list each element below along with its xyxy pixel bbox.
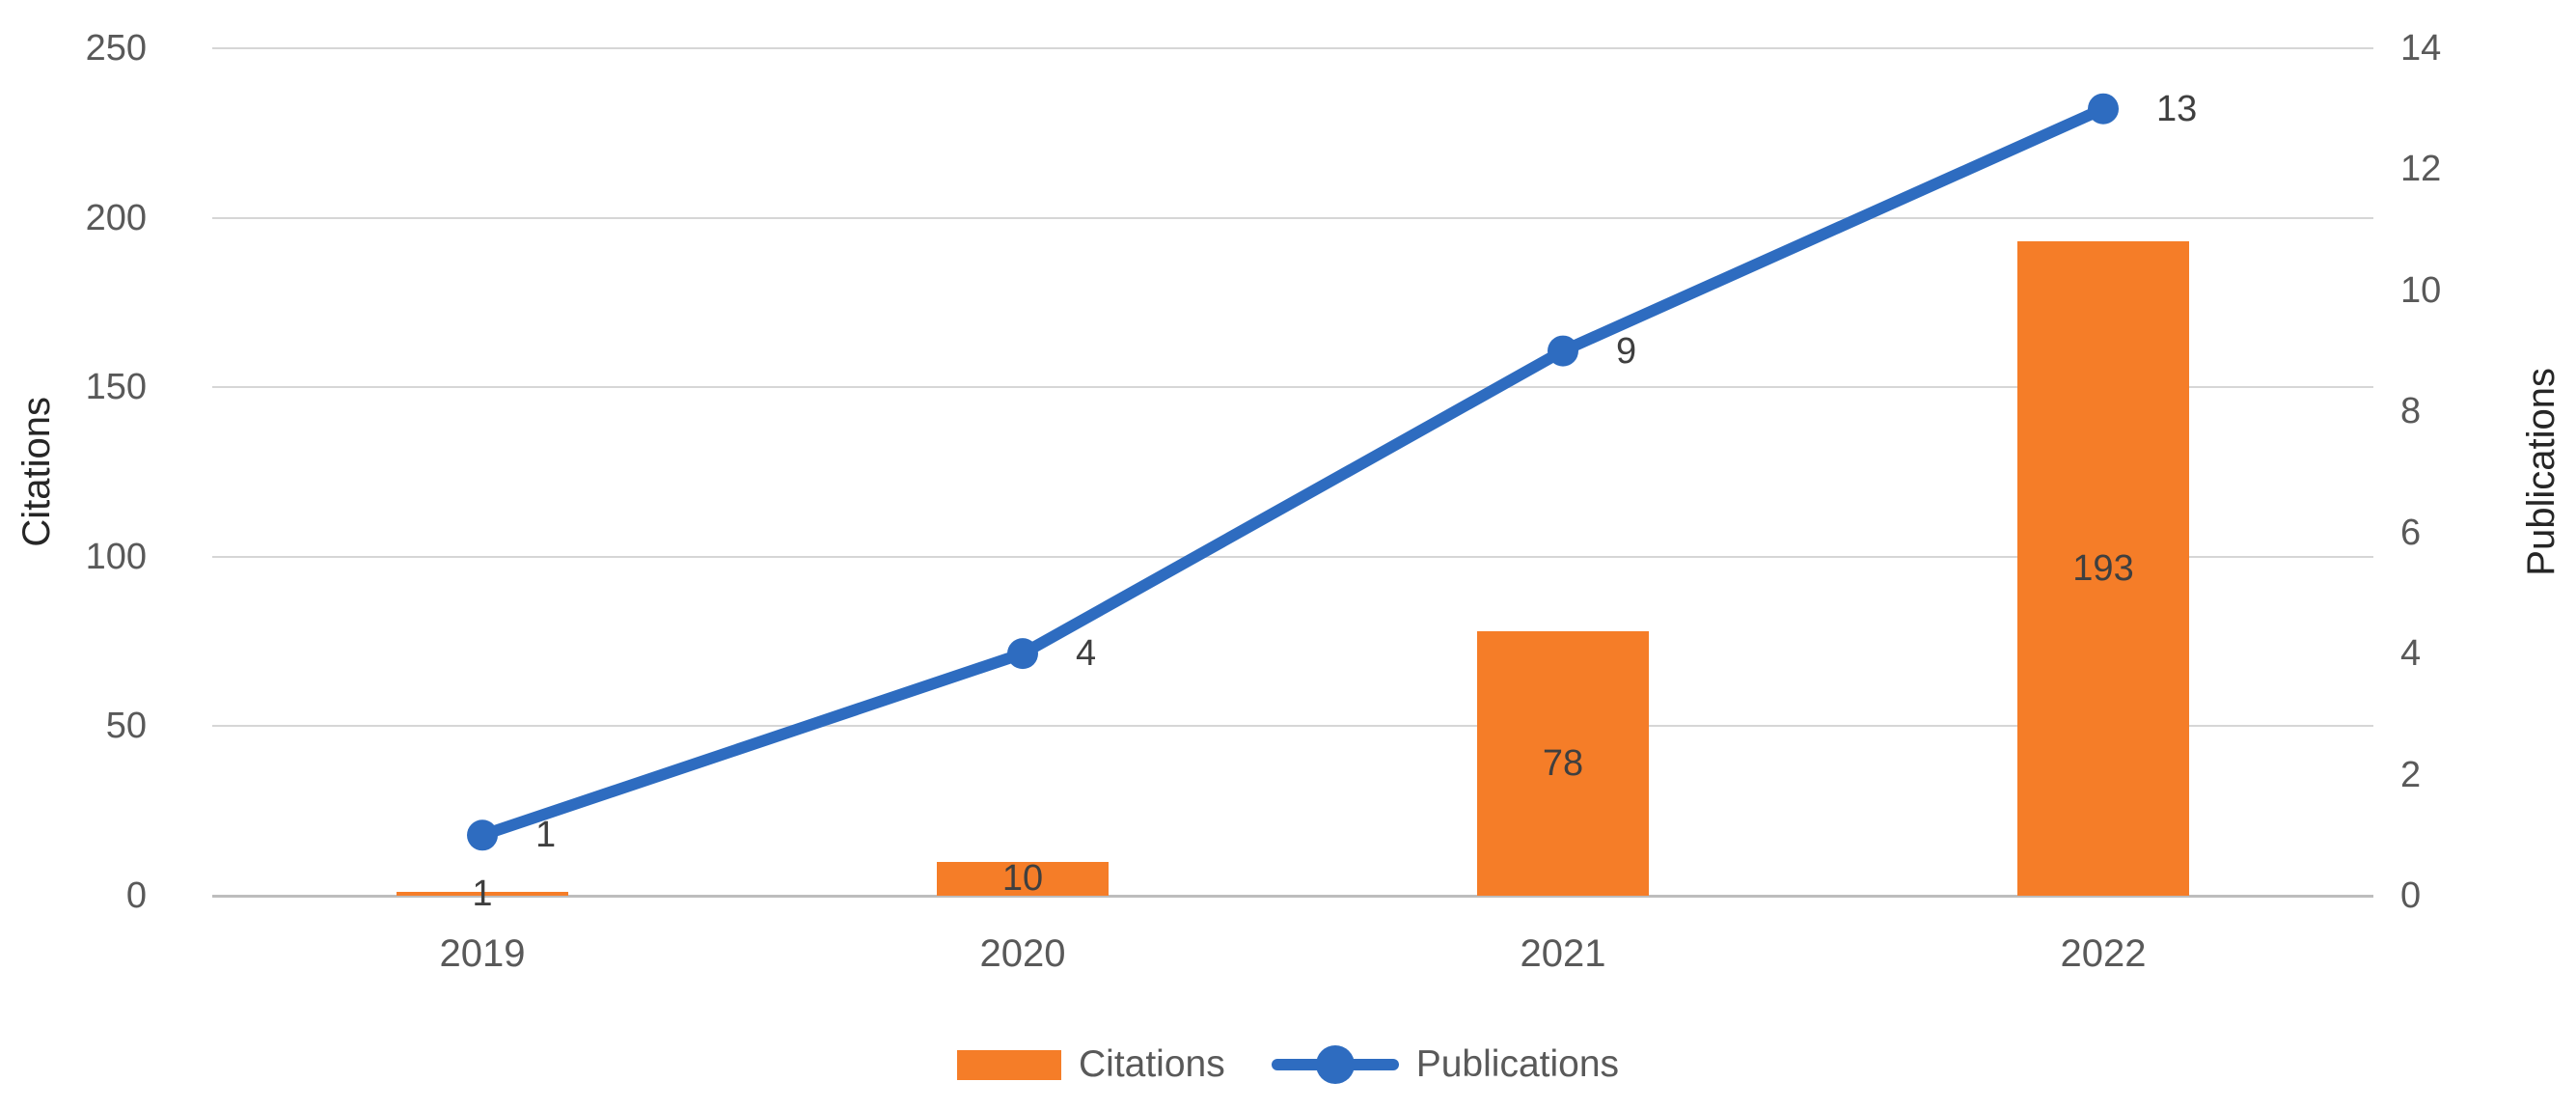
x-axis-line bbox=[212, 895, 2373, 898]
left-axis-tick-label: 200 bbox=[85, 197, 147, 238]
left-axis-tick-label: 50 bbox=[105, 706, 147, 747]
x-axis-tick-label: 2019 bbox=[439, 932, 526, 975]
citations-value-label: 1 bbox=[472, 874, 493, 915]
publications-line bbox=[477, 102, 2109, 842]
right-axis-tick-label: 14 bbox=[2400, 28, 2442, 69]
right-axis-tick-label: 12 bbox=[2400, 149, 2442, 190]
legend-label-publications: Publications bbox=[1415, 1043, 1620, 1085]
citations-bar bbox=[1477, 631, 1649, 896]
publications-value-label: 4 bbox=[1076, 633, 1097, 675]
publications-value-label: 1 bbox=[535, 815, 557, 856]
right-axis-tick-label: 4 bbox=[2400, 633, 2422, 675]
publications-dot-icon bbox=[1315, 1045, 1355, 1084]
x-axis-tick-label: 2021 bbox=[1520, 932, 1606, 975]
gridline bbox=[212, 386, 2373, 389]
x-axis-tick-label: 2022 bbox=[2060, 932, 2147, 975]
legend-item-publications: Publications bbox=[1271, 1038, 1620, 1092]
left-axis-tick-label: 250 bbox=[85, 28, 147, 69]
citations-value-label: 193 bbox=[2072, 548, 2134, 590]
citations-bar bbox=[2017, 241, 2189, 896]
publications-point bbox=[1548, 335, 1578, 367]
right-axis-tick-label: 2 bbox=[2400, 754, 2422, 795]
left-axis-tick-label: 150 bbox=[85, 367, 147, 408]
citations-bar bbox=[937, 861, 1109, 896]
citations-swatch-icon bbox=[956, 1049, 1061, 1080]
publications-point bbox=[467, 819, 498, 851]
publications-line-marker-icon bbox=[1271, 1045, 1399, 1084]
gridline bbox=[212, 216, 2373, 219]
right-axis-tick-label: 6 bbox=[2400, 512, 2422, 553]
legend-label-citations: Citations bbox=[1078, 1043, 1225, 1085]
legend: Citations Publications bbox=[0, 1038, 2576, 1092]
right-axis-tick-label: 0 bbox=[2400, 875, 2422, 916]
publications-value-label: 13 bbox=[2156, 88, 2198, 129]
gridline bbox=[212, 555, 2373, 558]
left-axis-tick-label: 100 bbox=[85, 536, 147, 577]
left-axis-tick-label: 0 bbox=[125, 875, 147, 916]
citations-value-label: 78 bbox=[1542, 743, 1584, 785]
x-axis-tick-label: 2020 bbox=[979, 932, 1066, 975]
citations-value-label: 10 bbox=[1001, 858, 1044, 900]
citations-bar bbox=[397, 892, 568, 896]
right-axis-tick-label: 8 bbox=[2400, 391, 2422, 432]
gridline bbox=[212, 725, 2373, 728]
gridline bbox=[212, 47, 2373, 49]
publications-point bbox=[2088, 93, 2119, 125]
legend-item-citations: Citations bbox=[956, 1038, 1225, 1092]
publications-value-label: 9 bbox=[1616, 330, 1637, 372]
right-axis-tick-label: 10 bbox=[2400, 269, 2442, 311]
publications-point bbox=[1007, 638, 1038, 670]
